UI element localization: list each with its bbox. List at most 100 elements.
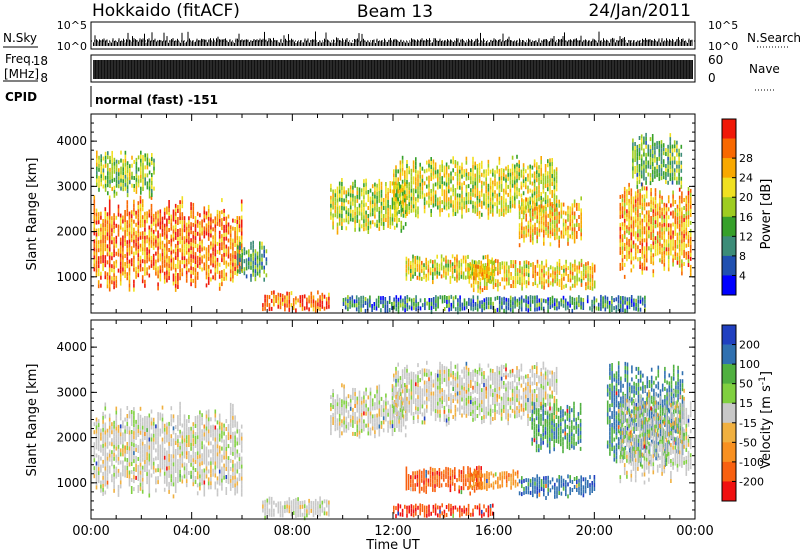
range-cell xyxy=(470,200,472,205)
range-cell xyxy=(494,202,496,207)
range-cell xyxy=(503,269,506,274)
range-cell xyxy=(587,277,589,282)
range-cell xyxy=(439,204,441,209)
range-cell xyxy=(250,253,252,258)
range-cell xyxy=(617,307,620,312)
range-cell xyxy=(540,164,542,168)
range-cell xyxy=(516,170,518,175)
range-cell xyxy=(549,273,552,278)
range-cell xyxy=(480,264,482,269)
range-cell xyxy=(511,163,514,168)
range-cell xyxy=(410,188,413,193)
range-cell xyxy=(179,272,181,277)
range-cell xyxy=(221,270,223,275)
range-cell xyxy=(117,208,120,213)
range-cell xyxy=(117,212,120,217)
range-cell xyxy=(393,217,396,222)
range-cell xyxy=(378,178,381,183)
range-cell xyxy=(585,286,587,291)
range-cell xyxy=(511,155,514,160)
range-cell xyxy=(354,211,356,216)
range-cell xyxy=(102,231,104,235)
range-cell xyxy=(573,203,576,208)
range-cell xyxy=(628,186,630,191)
range-cell xyxy=(391,189,394,194)
range-cell xyxy=(148,213,151,218)
nsky-bar xyxy=(574,38,576,46)
range-cell xyxy=(404,304,406,309)
range-cell xyxy=(432,175,435,180)
range-cell xyxy=(243,271,246,276)
range-cell xyxy=(475,276,477,281)
range-cell xyxy=(441,168,443,173)
nsky-bar xyxy=(342,38,343,46)
range-cell xyxy=(571,203,574,208)
range-cell xyxy=(303,306,306,311)
range-cell xyxy=(385,210,387,214)
range-cell xyxy=(659,250,661,255)
range-cell xyxy=(100,215,102,220)
range-cell xyxy=(472,295,475,300)
range-cell xyxy=(141,267,144,272)
range-cell xyxy=(137,265,140,270)
range-cell xyxy=(330,183,332,188)
range-cell xyxy=(500,184,503,188)
range-cell xyxy=(100,174,102,179)
range-cell xyxy=(529,200,531,205)
range-cell xyxy=(261,253,263,258)
range-cell xyxy=(494,174,496,179)
range-cell xyxy=(135,161,138,166)
range-cell xyxy=(641,250,644,255)
range-cell xyxy=(445,194,448,199)
range-cell xyxy=(131,175,133,180)
range-cell xyxy=(321,292,324,297)
range-cell xyxy=(643,168,645,173)
range-cell xyxy=(622,304,624,308)
range-cell xyxy=(152,237,155,242)
range-cell xyxy=(119,273,122,278)
range-cell xyxy=(238,236,241,241)
range-cell xyxy=(551,182,553,186)
nsky-bar xyxy=(120,41,121,46)
range-cell xyxy=(639,193,641,197)
range-cell xyxy=(95,236,98,241)
range-cell xyxy=(632,196,635,201)
range-cell xyxy=(148,186,151,191)
range-cell xyxy=(649,157,652,162)
range-cell xyxy=(654,248,657,253)
range-cell xyxy=(656,247,659,252)
range-cell xyxy=(532,212,534,217)
range-cell xyxy=(687,199,690,203)
range-cell xyxy=(188,268,190,273)
range-cell xyxy=(549,226,552,231)
range-cell xyxy=(355,299,358,304)
range-cell xyxy=(144,219,146,224)
range-cell xyxy=(503,196,505,201)
range-cell xyxy=(485,169,487,174)
nsky-bar xyxy=(535,40,537,46)
range-cell xyxy=(146,267,148,272)
range-cell xyxy=(652,197,655,202)
range-cell xyxy=(240,199,243,204)
range-cell xyxy=(597,306,600,311)
range-cell xyxy=(681,231,683,236)
range-cell xyxy=(199,233,201,238)
range-cell xyxy=(652,205,655,210)
range-cell xyxy=(439,172,441,177)
range-cell xyxy=(671,152,674,157)
nsky-bar xyxy=(183,40,184,46)
nsky-bar xyxy=(145,42,147,46)
range-cell xyxy=(378,190,381,195)
range-cell xyxy=(665,243,668,248)
range-cell xyxy=(365,214,367,219)
nsky-bar xyxy=(144,33,145,46)
nsky-bar xyxy=(444,40,445,46)
nsky-bar xyxy=(312,39,313,46)
range-cell xyxy=(639,201,641,205)
range-cell xyxy=(623,186,626,191)
range-cell xyxy=(636,152,639,157)
range-cell xyxy=(102,219,104,223)
nsky-bar xyxy=(492,40,493,46)
range-cell xyxy=(194,284,197,289)
range-cell xyxy=(113,225,115,230)
